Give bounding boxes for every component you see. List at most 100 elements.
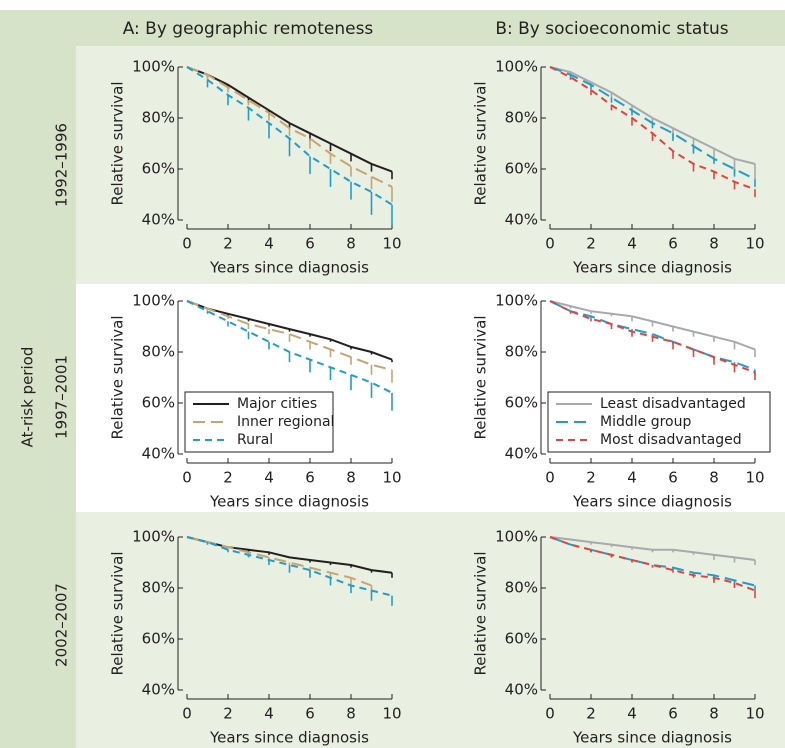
x-tick-label: 6 [668, 235, 678, 253]
x-tick-label: 4 [264, 705, 274, 723]
series-line [186, 66, 393, 173]
y-tick-label: 80% [142, 343, 175, 361]
y-tick-label: 40% [505, 445, 538, 463]
x-axis-label: Years since diagnosis [209, 729, 369, 747]
y-tick-label: 100% [132, 58, 175, 76]
series-line [186, 300, 393, 361]
x-tick-label: 8 [346, 705, 356, 723]
y-tick-label: 60% [142, 160, 175, 178]
series-line [549, 66, 756, 181]
series-line [549, 300, 756, 374]
column-title: A: By geographic remoteness [123, 19, 374, 39]
y-tick-label: 40% [505, 211, 538, 229]
x-tick-label: 6 [305, 469, 315, 487]
y-tick-label: 60% [505, 630, 538, 648]
x-tick-label: 2 [223, 469, 233, 487]
x-tick-label: 10 [745, 705, 764, 723]
legend-box [184, 391, 334, 453]
x-tick-label: 0 [182, 469, 192, 487]
y-tick-label: 60% [505, 394, 538, 412]
legend-label: Rural [237, 432, 273, 448]
y-tick-label: 80% [505, 579, 538, 597]
y-tick-label: 100% [132, 528, 175, 546]
x-tick-label: 0 [545, 469, 555, 487]
y-tick-label: 80% [505, 109, 538, 127]
y-tick-label: 100% [132, 292, 175, 310]
x-tick-label: 2 [586, 705, 596, 723]
y-tick-label: 100% [495, 292, 538, 310]
series-line [549, 300, 756, 351]
y-tick-label: 40% [505, 681, 538, 699]
x-tick-label: 6 [305, 705, 315, 723]
x-tick-label: 8 [709, 235, 719, 253]
y-tick-label: 80% [142, 109, 175, 127]
x-tick-label: 0 [545, 235, 555, 253]
y-tick-label: 60% [142, 630, 175, 648]
x-tick-label: 6 [668, 705, 678, 723]
row-label: 1992–1996 [53, 123, 71, 207]
y-axis-label: Relative survival [109, 81, 127, 205]
y-tick-label: 40% [142, 211, 175, 229]
x-axis-label: Years since diagnosis [572, 493, 732, 511]
x-tick-label: 6 [668, 469, 678, 487]
y-axis-label: Relative survival [472, 315, 490, 439]
row-label: 2002–2007 [53, 583, 71, 667]
x-tick-label: 2 [223, 705, 233, 723]
x-tick-label: 4 [627, 705, 637, 723]
series-line [186, 536, 372, 587]
x-axis-label: Years since diagnosis [209, 493, 369, 511]
y-tick-label: 80% [142, 579, 175, 597]
x-tick-label: 8 [709, 469, 719, 487]
x-tick-label: 2 [586, 469, 596, 487]
y-tick-label: 40% [142, 445, 175, 463]
x-tick-label: 0 [545, 705, 555, 723]
series-line [186, 66, 393, 188]
x-tick-label: 0 [182, 235, 192, 253]
legend-label: Inner regional [237, 414, 334, 430]
x-tick-label: 10 [745, 469, 764, 487]
legend-label: Least disadvantaged [600, 396, 746, 412]
x-tick-label: 2 [586, 235, 596, 253]
x-tick-label: 10 [382, 705, 401, 723]
x-axis-label: Years since diagnosis [572, 259, 732, 277]
row-axis-title: At-risk period [19, 347, 37, 448]
y-axis-label: Relative survival [472, 81, 490, 205]
x-tick-label: 4 [264, 235, 274, 253]
x-tick-label: 8 [709, 705, 719, 723]
x-tick-label: 8 [346, 469, 356, 487]
y-axis-label: Relative survival [109, 551, 127, 675]
series-line [549, 66, 756, 165]
series-line [549, 66, 756, 191]
legend-label: Major cities [237, 396, 317, 412]
column-title: B: By socioeconomic status [495, 19, 728, 39]
y-tick-label: 100% [495, 528, 538, 546]
y-tick-label: 60% [142, 394, 175, 412]
series-line [549, 536, 756, 561]
x-tick-label: 4 [264, 469, 274, 487]
series-line [186, 300, 393, 371]
y-axis-label: Relative survival [109, 315, 127, 439]
x-tick-label: 4 [627, 469, 637, 487]
y-tick-label: 100% [495, 58, 538, 76]
x-tick-label: 10 [382, 235, 401, 253]
legend-label: Middle group [600, 414, 691, 430]
y-tick-label: 80% [505, 343, 538, 361]
x-tick-label: 6 [305, 235, 315, 253]
x-tick-label: 4 [627, 235, 637, 253]
x-tick-label: 10 [745, 235, 764, 253]
legend-label: Most disadvantaged [600, 432, 742, 448]
y-axis-label: Relative survival [472, 551, 490, 675]
x-axis-label: Years since diagnosis [572, 729, 732, 747]
column-header-strip [76, 10, 785, 46]
y-tick-label: 40% [142, 681, 175, 699]
x-tick-label: 0 [182, 705, 192, 723]
row-header-strip [0, 10, 76, 748]
series-line [186, 66, 393, 206]
x-axis-label: Years since diagnosis [209, 259, 369, 277]
x-tick-label: 2 [223, 235, 233, 253]
y-tick-label: 60% [505, 160, 538, 178]
series-line [186, 536, 393, 574]
series-line [186, 300, 393, 394]
x-tick-label: 8 [346, 235, 356, 253]
x-tick-label: 10 [382, 469, 401, 487]
